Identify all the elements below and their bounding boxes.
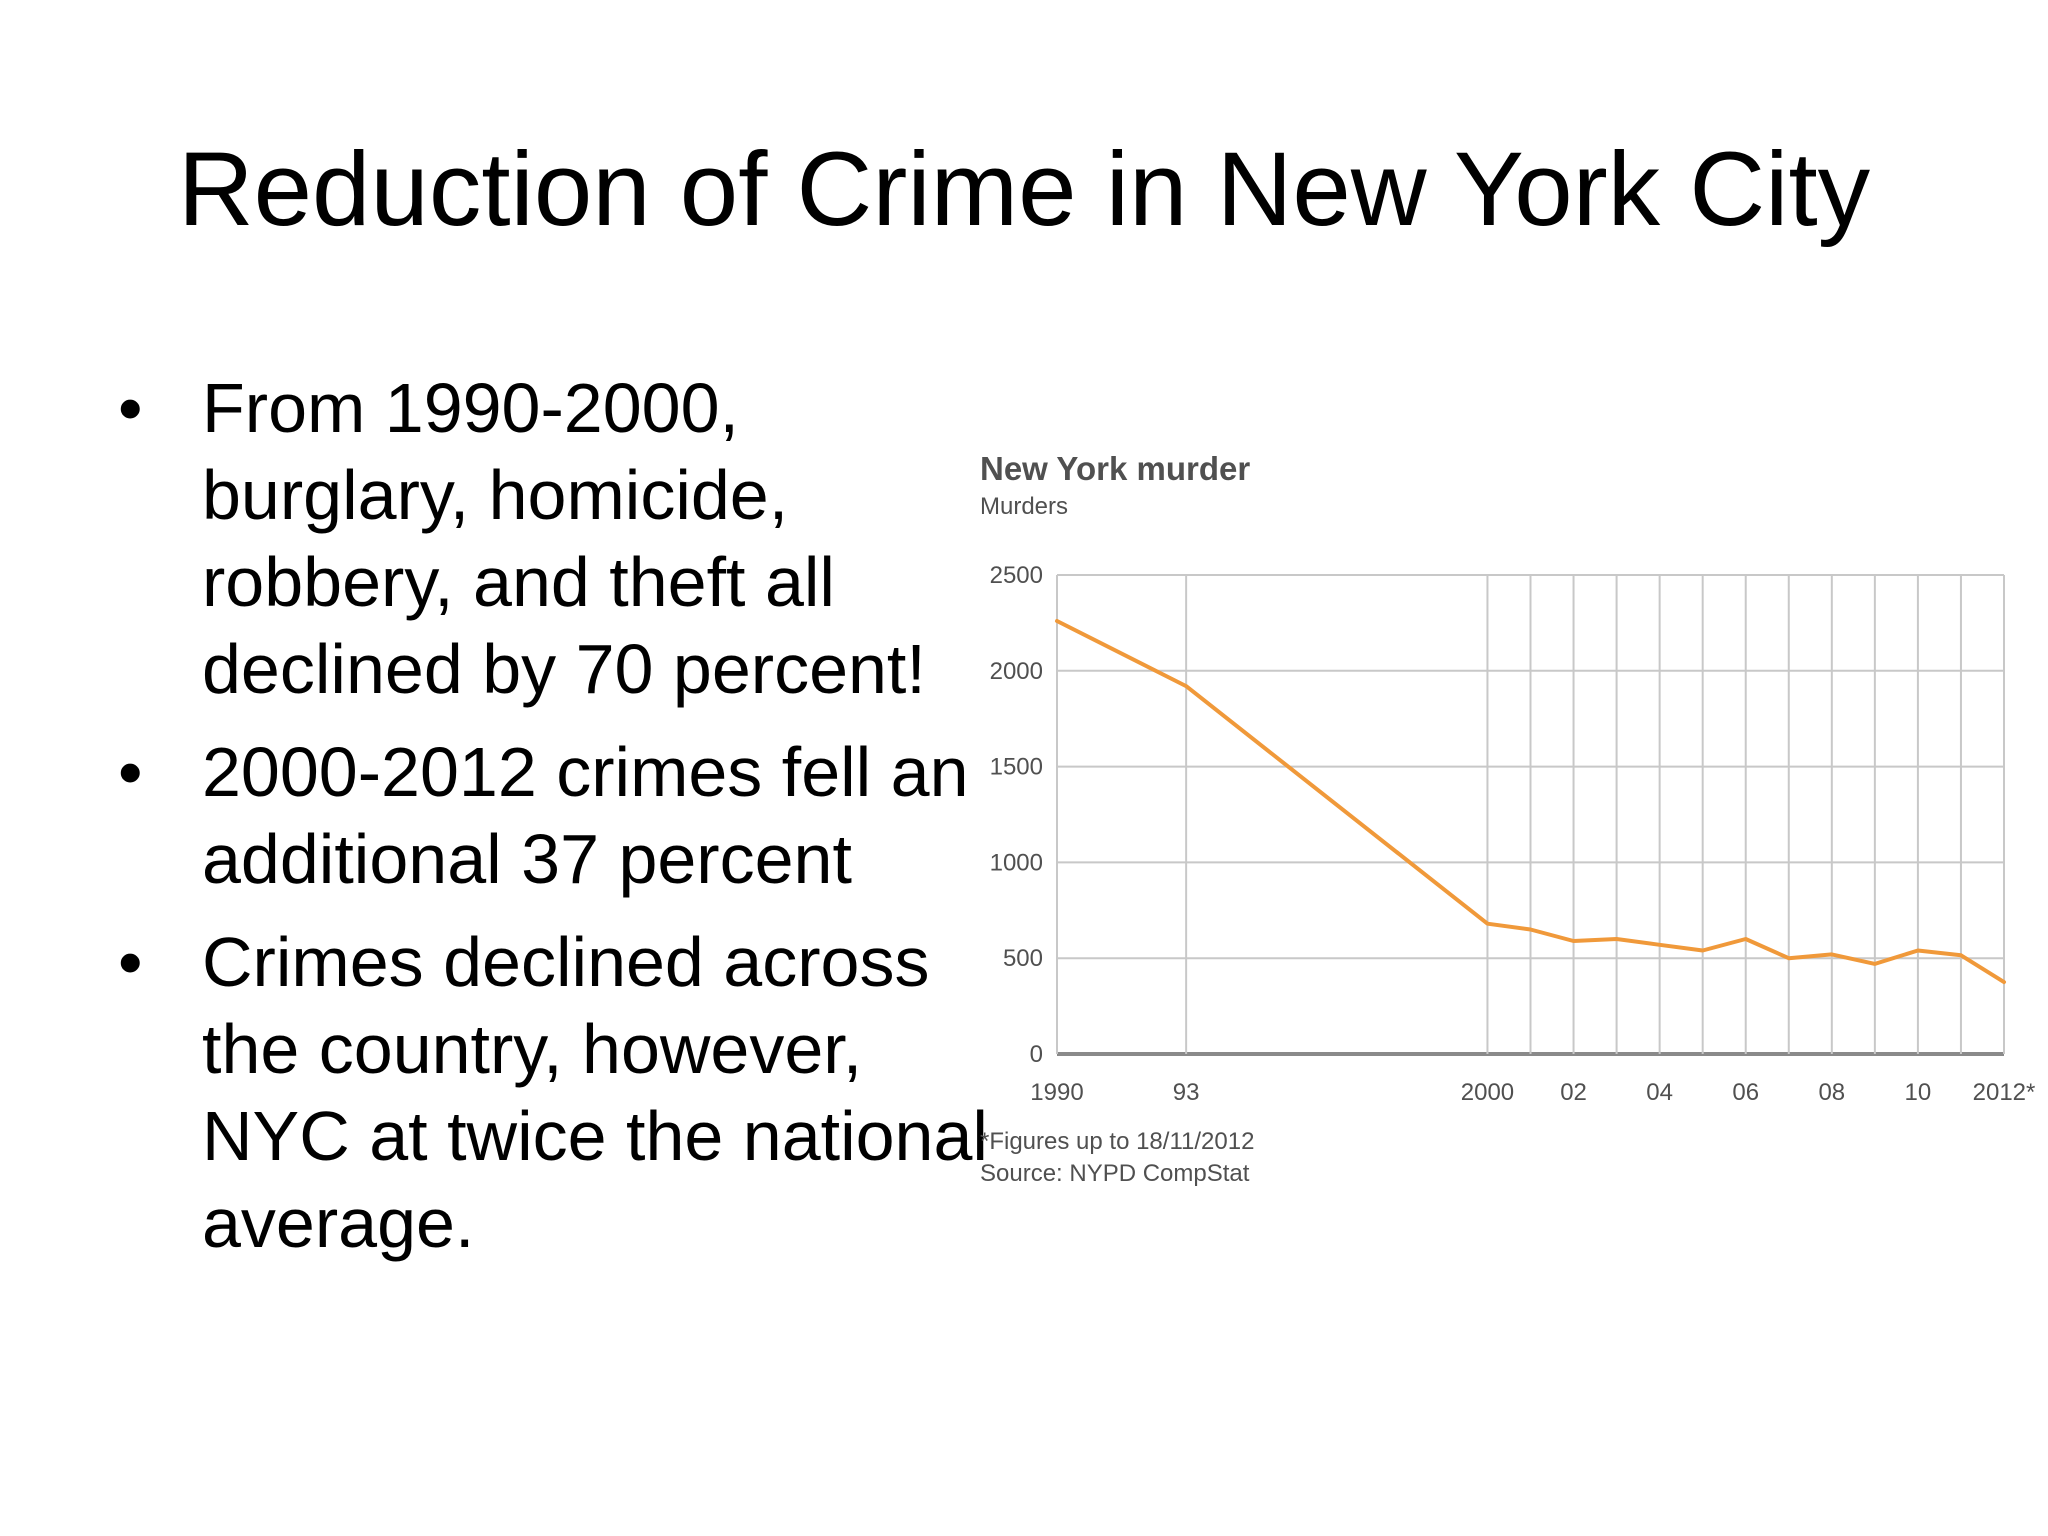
bullet-marker: • (118, 369, 143, 447)
y-tick-label: 1000 (990, 849, 1043, 876)
x-tick-label: 06 (1732, 1079, 1759, 1106)
bullet-marker: • (118, 733, 143, 811)
x-tick-label: 2000 (1461, 1079, 1514, 1106)
bullet-item: • Crimes declined across the country, ho… (118, 919, 998, 1267)
x-tick-label: 02 (1560, 1079, 1587, 1106)
bullet-text: From 1990-2000, burglary, homicide, robb… (202, 369, 926, 708)
series-line-murders (1055, 619, 2006, 985)
murder-chart: New York murder Murders 0 500 1000 1500 2000… (970, 440, 2048, 1200)
bullet-text: 2000-2012 crimes fell an additional 37 p… (202, 733, 969, 898)
x-tick-label: 93 (1173, 1079, 1200, 1106)
y-tick-label: 1500 (990, 754, 1043, 781)
bullet-item: • 2000-2012 crimes fell an additional 37… (118, 729, 998, 903)
x-tick-label: 04 (1646, 1079, 1673, 1106)
bullet-item: • From 1990-2000, burglary, homicide, ro… (118, 365, 998, 713)
y-tick-label: 2000 (990, 658, 1043, 685)
x-tick-label: 1990 (1030, 1079, 1083, 1106)
bullet-marker: • (118, 923, 143, 1001)
y-tick-label: 0 (1030, 1041, 1043, 1068)
chart-title: New York murder (980, 450, 1251, 487)
chart-plot: 0 500 1000 1500 2000 2500 1990 93 2000 02 04 06 08 10… (990, 562, 2036, 1106)
chart-note: *Figures up to 18/11/2012 (980, 1128, 1255, 1155)
y-tick-label: 500 (1003, 945, 1043, 972)
x-tick-label: 2012* (1973, 1079, 2036, 1106)
chart-y-axis-label: Murders (980, 493, 1069, 520)
bullet-text: Crimes declined across the country, howe… (202, 923, 988, 1262)
y-tick-label: 2500 (990, 562, 1043, 589)
x-tick-label: 08 (1818, 1079, 1845, 1106)
x-tick-label: 10 (1905, 1079, 1932, 1106)
chart-footnote: *Figures up to 18/11/2012 Source: NYPD C… (980, 1126, 1254, 1190)
bullet-list: • From 1990-2000, burglary, homicide, ro… (118, 365, 998, 1283)
slide-title: Reduction of Crime in New York City (177, 131, 1871, 248)
chart-source: Source: NYPD CompStat (980, 1160, 1250, 1187)
